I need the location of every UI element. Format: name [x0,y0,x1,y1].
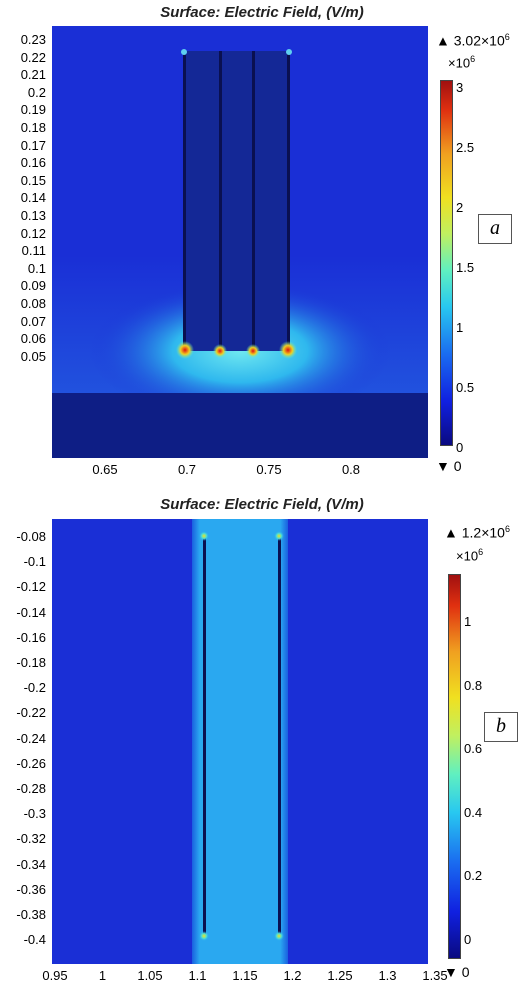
panel-a-colorbar-multiplier: ×106 [448,54,476,71]
panel-b-colorbar-tick-3: 0.4 [464,804,483,820]
panel-b-colorbar-tick-0: 1 [464,614,472,629]
panel-a-y-tick-3: 0.2 [27,84,46,100]
panel-b-y-tick-15: -0.38 [16,907,46,922]
panel-b-y-tick-14: -0.36 [16,881,46,897]
panel-a-colorbar-tick-3: 1.5 [456,260,475,275]
panel-b-y-tick-3: -0.14 [16,604,46,620]
panel-a-y-tick-1: 0.22 [20,49,46,65]
panel-a-colorbar-min: ▼ 0 [436,458,462,474]
panel-b-electrode-left [203,535,206,937]
panel-a-substrate [52,393,428,458]
panel-a-hotspot-1 [176,341,194,359]
panel-a-electrode-region [183,51,290,351]
panel-b-colorbar-max: ▲ 1.2×106 [444,524,510,541]
panel-b-y-tick-4: -0.16 [16,629,46,645]
panel-a-y-tick-8: 0.15 [20,172,46,188]
panel-b-electrode-right [278,535,281,937]
panel-b-colorbar-tick-5: 0 [464,931,472,947]
panel-a-y-tick-9: 0.14 [20,190,46,206]
panel-a-x-tick-3: 0.8 [341,462,361,477]
panel-a-y-tick-0: 0.23 [20,32,46,47]
panel-a-hotspot-2 [213,344,227,358]
panel-b-y-tick-12: -0.32 [16,831,46,847]
panel-a-electrode-2 [219,51,222,351]
panel-a-x-tick-2: 0.75 [256,462,282,477]
panel-a: Surface: Electric Field, (V/m) 0.23 0.22 0… [0,0,524,490]
panel-b-x-tick-7: 1.3 [378,968,397,983]
panel-a-electrode-4 [287,51,290,351]
panel-b-y-tick-6: -0.2 [23,680,46,696]
panel-a-y-tick-13: 0.1 [27,260,46,276]
panel-a-hotspot-4 [279,341,297,359]
panel-b-x-tick-4: 1.15 [232,968,258,983]
panel-b-tag: b [484,712,518,742]
panel-a-electrode-3 [252,51,255,351]
panel-b-y-tick-8: -0.24 [16,730,46,746]
panel-b-colorbar-tick-4: 0.2 [464,868,483,883]
panel-a-y-tick-6: 0.17 [20,137,46,153]
panel-b-y-tick-9: -0.26 [16,755,46,771]
panel-b-gap-field [192,519,288,964]
panel-a-colorbar-max: ▲ 3.02×106 [436,32,510,49]
panel-a-y-tick-11: 0.12 [20,225,46,241]
panel-b-title: Surface: Electric Field, (V/m) [160,496,364,513]
panel-a-y-tick-7: 0.16 [20,155,46,171]
panel-a-field-map [52,26,428,458]
panel-a-colorbar-tick-4: 1 [456,320,464,335]
panel-b-y-tick-16: -0.4 [23,932,46,948]
panel-a-y-tick-17: 0.06 [20,331,46,347]
panel-b-x-tick-2: 1.05 [137,968,163,983]
panel-b-y-tick-11: -0.3 [23,806,46,822]
panel-b-x-tick-8: 1.35 [422,968,448,983]
panel-a-colorbar [440,80,453,446]
panel-b-y-tick-10: -0.28 [16,781,46,796]
panel-b-y-tick-13: -0.34 [16,856,46,872]
panel-b-colorbar-tick-2: 0.6 [464,741,483,756]
panel-b-x-tick-3: 1.1 [188,968,207,983]
panel-b-y-tick-0: -0.08 [16,529,46,544]
panel-b-colorbar [448,574,461,959]
panel-b-x-tick-1: 1 [98,968,107,983]
panel-a-y-tick-4: 0.19 [20,102,46,118]
panel-b-colorbar-tick-1: 0.8 [464,677,483,693]
panel-a-y-tick-15: 0.08 [20,296,46,311]
panel-b-y-tick-1: -0.1 [23,554,46,570]
panel-a-hotspot-3 [246,344,260,358]
panel-a-y-tick-5: 0.18 [20,120,46,135]
panel-a-title: Surface: Electric Field, (V/m) [160,4,364,21]
panel-b-x-tick-6: 1.25 [327,968,353,983]
panel-a-colorbar-tick-2: 2 [456,200,464,215]
panel-a-y-tick-12: 0.11 [21,243,46,259]
panel-b-colorbar-multiplier: ×106 [456,547,484,564]
panel-b-field-map [52,519,428,964]
panel-b-y-tick-2: -0.12 [16,579,46,595]
panel-a-electrode-1 [183,51,186,351]
panel-a-colorbar-tick-1: 2.5 [456,140,475,155]
panel-a-y-tick-10: 0.13 [20,208,46,223]
panel-a-colorbar-tick-5: 0.5 [456,380,475,395]
panel-b: Surface: Electric Field, (V/m) -0.08 -0.1… [0,490,524,987]
panel-a-y-tick-18: 0.05 [20,348,46,364]
panel-b-colorbar-min: ▼ 0 [444,964,470,980]
panel-a-colorbar-tick-0: 3 [456,80,464,95]
panel-a-x-tick-0: 0.65 [92,462,118,477]
panel-a-colorbar-tick-6: 0 [456,440,464,455]
panel-b-x-tick-0: 0.95 [42,968,68,983]
panel-a-tag: a [478,214,512,244]
panel-a-y-tick-16: 0.07 [20,313,46,329]
panel-b-y-tick-7: -0.22 [16,705,46,721]
panel-a-x-tick-1: 0.7 [177,462,197,477]
panel-b-y-tick-5: -0.18 [16,655,46,670]
panel-a-y-tick-2: 0.21 [20,67,46,83]
panel-b-x-tick-5: 1.2 [283,968,302,983]
panel-a-y-tick-14: 0.09 [20,278,46,294]
